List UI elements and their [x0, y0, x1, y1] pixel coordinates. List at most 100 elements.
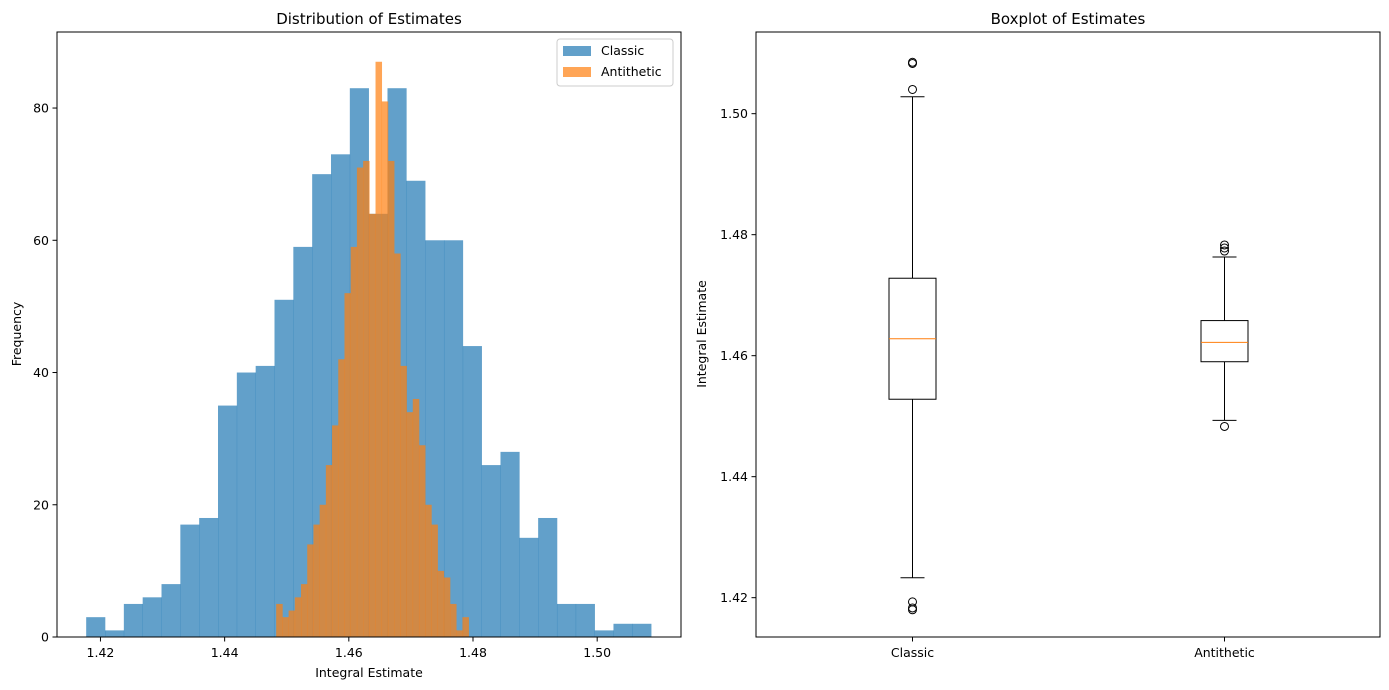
histogram-bar-antithetic-8 — [325, 465, 333, 637]
histogram-bar-classic-0 — [86, 617, 106, 637]
boxplot-y-tick-label: 1.42 — [720, 590, 748, 605]
histogram-panel: 1.42 1.44 1.46 1.48 1.50 0 20 40 60 80 Distribut… — [9, 10, 682, 680]
legend-swatch-antithetic — [563, 67, 591, 77]
histogram-bar-antithetic-3 — [294, 597, 302, 637]
histogram-bar-classic-9 — [255, 365, 275, 637]
histogram-x-tick-label: 1.46 — [335, 645, 363, 660]
histogram-bar-classic-2 — [123, 603, 143, 637]
boxplot-outlier-antithetic — [1220, 421, 1229, 431]
histogram-bar-antithetic-23 — [418, 445, 426, 637]
histogram-bar-classic-19 — [443, 240, 464, 637]
histogram-bar-antithetic-5 — [307, 544, 314, 637]
histogram-bar-antithetic-14 — [363, 160, 370, 637]
boxplot-x-ticks: Classic Antithetic — [891, 637, 1255, 660]
legend: Classic Antithetic — [556, 38, 674, 87]
histogram-y-tick-label: 20 — [33, 497, 49, 512]
histogram-bar-antithetic-20 — [400, 365, 407, 637]
histogram-bar-classic-20 — [462, 346, 482, 637]
histogram-bar-antithetic-12 — [350, 246, 358, 637]
boxplot-y-tick-label: 1.44 — [720, 469, 748, 484]
boxplot-outlier-antithetic — [1220, 240, 1229, 250]
histogram-x-tick-label: 1.42 — [87, 645, 115, 660]
histogram-bar-antithetic-22 — [412, 398, 420, 637]
histogram-bar-classic-3 — [142, 597, 162, 637]
histogram-bar-antithetic-7 — [319, 504, 327, 637]
histogram-x-axis-label: Integral Estimate — [315, 665, 423, 680]
boxplot-x-tick-label-antithetic: Antithetic — [1194, 645, 1255, 660]
histogram-bar-classic-28 — [613, 623, 633, 637]
histogram-bar-antithetic-1 — [282, 617, 289, 637]
histogram-y-tick-label: 60 — [33, 233, 49, 248]
boxplot-outlier-classic — [908, 58, 917, 68]
histogram-bar-classic-6 — [199, 517, 219, 637]
histogram-bar-antithetic-19 — [394, 253, 401, 637]
histogram-bar-classic-10 — [274, 299, 294, 637]
boxplot-marks — [888, 57, 1249, 615]
boxplot-outlier-classic — [908, 603, 917, 613]
histogram-bar-classic-1 — [105, 630, 125, 637]
histogram-bar-antithetic-15 — [369, 213, 376, 637]
histogram-bar-antithetic-30 — [462, 617, 469, 637]
histogram-x-tick-label: 1.48 — [459, 645, 487, 660]
histogram-bar-classic-23 — [519, 537, 539, 637]
boxplot-title: Boxplot of Estimates — [991, 10, 1146, 28]
histogram-bar-antithetic-28 — [450, 603, 457, 637]
histogram-bar-antithetic-0 — [276, 603, 283, 637]
boxplot-x-tick-label-classic: Classic — [891, 645, 934, 660]
histogram-bar-classic-22 — [500, 451, 520, 637]
histogram-bar-classic-21 — [481, 465, 501, 637]
histogram-bar-antithetic-4 — [301, 584, 308, 637]
histogram-bar-classic-27 — [594, 630, 614, 637]
boxplot-y-tick-label: 1.46 — [720, 348, 748, 363]
histogram-bar-antithetic-2 — [288, 610, 296, 637]
boxplot-y-axis-label: Integral Estimate — [694, 280, 709, 388]
boxplot-outlier-classic — [908, 84, 917, 94]
boxplot-outlier-classic — [908, 605, 917, 615]
histogram-bar-antithetic-25 — [431, 524, 438, 637]
histogram-x-ticks: 1.42 1.44 1.46 1.48 1.50 — [87, 637, 611, 660]
histogram-x-tick-label: 1.44 — [211, 645, 239, 660]
boxplot-box-antithetic — [1200, 320, 1249, 363]
boxplot-y-ticks: 1.42 1.44 1.46 1.48 1.50 — [720, 106, 756, 605]
boxplot-panel: Classic Antithetic 1.42 1.44 1.46 1.48 1.50 B… — [694, 10, 1381, 660]
histogram-y-ticks: 0 20 40 60 80 — [33, 101, 57, 645]
histogram-bar-antithetic-16 — [375, 61, 383, 638]
histogram-bar-classic-4 — [161, 584, 181, 637]
histogram-bar-antithetic-18 — [387, 160, 395, 637]
histogram-bar-antithetic-6 — [313, 524, 320, 637]
histogram-bar-antithetic-11 — [344, 293, 351, 637]
histogram-bar-antithetic-9 — [332, 425, 339, 637]
histogram-bar-antithetic-21 — [406, 412, 414, 637]
histogram-bar-antithetic-29 — [456, 630, 463, 637]
histogram-bar-antithetic-17 — [381, 101, 389, 638]
histogram-bar-antithetic-24 — [425, 504, 432, 637]
legend-swatch-classic — [563, 46, 591, 56]
histogram-y-tick-label: 80 — [33, 101, 49, 116]
histogram-bar-antithetic-26 — [437, 570, 445, 637]
histogram-bar-classic-25 — [556, 603, 577, 637]
histogram-bar-classic-8 — [236, 372, 256, 637]
histogram-x-tick-label: 1.50 — [583, 645, 611, 660]
histogram-bar-classic-24 — [538, 517, 558, 637]
histogram-bars — [86, 61, 652, 638]
histogram-bar-antithetic-10 — [338, 359, 345, 637]
histogram-bar-classic-11 — [293, 246, 313, 637]
histogram-bar-classic-7 — [218, 405, 238, 637]
histogram-bar-antithetic-13 — [356, 167, 364, 637]
boxplot-y-tick-label: 1.50 — [720, 106, 748, 121]
histogram-bar-antithetic-27 — [443, 577, 451, 637]
histogram-plot-frame — [56, 31, 682, 638]
legend-label-classic: Classic — [601, 43, 644, 58]
legend-label-antithetic: Antithetic — [601, 64, 662, 79]
histogram-y-tick-label: 40 — [33, 365, 49, 380]
histogram-y-tick-label: 0 — [41, 630, 49, 645]
histogram-bar-classic-5 — [180, 524, 200, 637]
boxplot-outlier-antithetic — [1220, 243, 1229, 253]
boxplot-y-tick-label: 1.48 — [720, 227, 748, 242]
histogram-bar-classic-29 — [632, 623, 652, 637]
histogram-title: Distribution of Estimates — [276, 10, 462, 28]
histogram-y-axis-label: Frequency — [9, 301, 24, 366]
boxplot-outlier-antithetic — [1220, 246, 1229, 256]
histogram-bar-classic-26 — [575, 603, 595, 637]
